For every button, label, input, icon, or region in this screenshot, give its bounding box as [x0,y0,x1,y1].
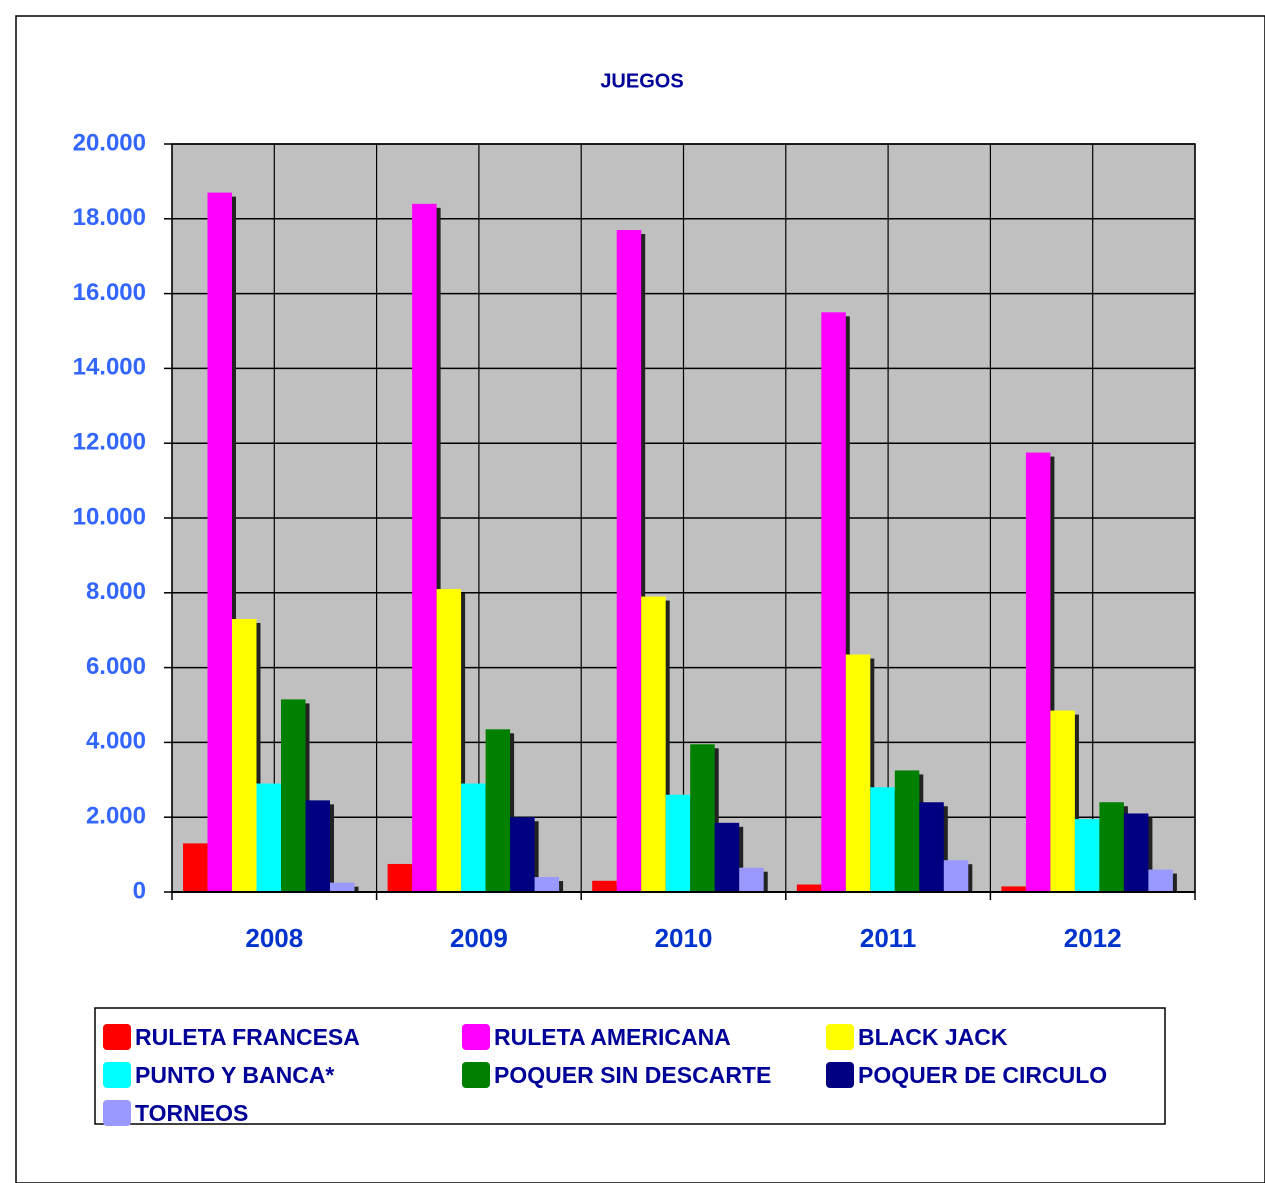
bar [870,787,895,892]
bar [183,843,208,892]
legend-label: POQUER DE CIRCULO [858,1062,1107,1088]
bar [739,867,764,892]
legend-swatch [103,1062,131,1088]
legend-swatch [826,1062,854,1088]
bar [592,880,617,892]
bar [1099,802,1124,892]
y-tick-label: 0 [133,877,146,904]
bar [845,654,871,892]
bar [943,860,969,892]
bar [412,203,437,893]
bar [1074,819,1100,892]
y-tick-label: 16.000 [73,279,146,306]
bar [387,863,413,892]
bar [510,817,535,892]
chart-title: JUEGOS [600,70,683,92]
y-tick-label: 12.000 [73,429,146,456]
legend-label: TORNEOS [135,1100,248,1126]
bar [919,802,944,892]
legend-box [94,1007,1166,1125]
legend-label: POQUER SIN DESCARTE [494,1062,771,1088]
bar [436,589,462,892]
bar [665,794,691,892]
x-tick-label: 2012 [1064,923,1122,953]
bar [894,770,920,892]
legend-swatch [462,1024,490,1050]
bar [1025,452,1051,892]
bar [232,618,257,892]
legend-label: PUNTO Y BANCA* [135,1062,334,1088]
legend-swatch [826,1024,854,1050]
bar [796,884,822,892]
bar [281,699,306,892]
bar [641,596,666,892]
y-tick-label: 4.000 [86,728,146,755]
bar [714,822,740,892]
bar [305,800,330,892]
bar [1001,886,1026,892]
x-tick-label: 2009 [450,923,508,953]
bar [256,783,281,892]
y-tick-label: 20.000 [73,129,146,156]
bar [207,192,232,892]
y-tick-label: 6.000 [86,653,146,680]
bar [485,729,511,892]
bar [616,230,642,892]
legend-label: BLACK JACK [858,1024,1008,1050]
bar [1148,869,1173,892]
legend-label: RULETA AMERICANA [494,1024,731,1050]
legend-swatch [103,1100,131,1126]
legend-swatch [103,1024,131,1050]
y-tick-label: 14.000 [73,354,146,381]
y-tick-label: 8.000 [86,578,146,605]
y-tick-label: 18.000 [73,204,146,231]
legend-swatch [462,1062,490,1088]
x-tick-label: 2011 [860,923,916,953]
x-tick-label: 2010 [655,923,713,953]
bar [1050,710,1075,892]
y-tick-label: 10.000 [73,503,146,530]
legend-label: RULETA FRANCESA [135,1024,360,1050]
bar [1123,813,1149,892]
bar [690,744,715,892]
x-tick-label: 2008 [245,923,303,953]
bar [534,877,560,892]
bar [330,882,355,892]
bar [821,312,846,892]
y-tick-label: 2.000 [86,803,146,830]
bar [461,783,486,892]
